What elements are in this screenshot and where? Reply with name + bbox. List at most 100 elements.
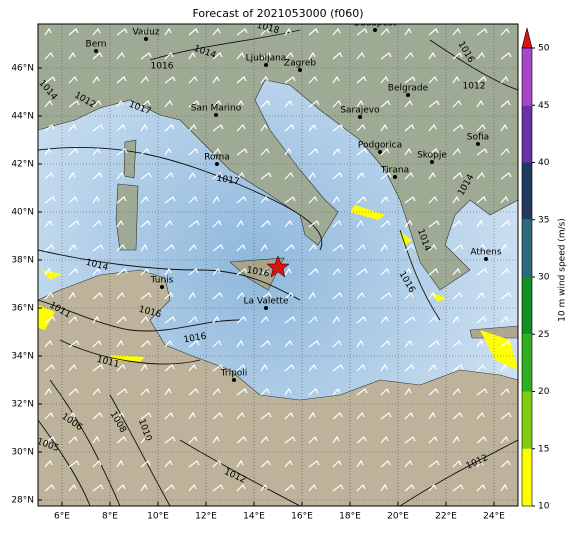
wind-barb <box>428 28 439 36</box>
wind-barb <box>92 75 100 84</box>
colorbar-label: 10 m wind speed (m/s) <box>558 218 568 322</box>
wind-barb <box>68 51 76 60</box>
wind-barb <box>92 172 103 180</box>
wind-barb <box>44 99 53 108</box>
wind-barb <box>44 484 55 492</box>
wind-barb <box>188 483 197 492</box>
wind-barb <box>380 435 389 444</box>
wind-barb <box>188 148 199 156</box>
wind-barb <box>332 387 341 396</box>
x-tick-label: 22°E <box>435 512 457 522</box>
wind-barb <box>140 292 152 300</box>
wind-barb <box>428 460 440 468</box>
wind-barb <box>92 484 104 492</box>
wind-barb <box>188 123 197 132</box>
wind-barb <box>428 220 440 228</box>
wind-barb <box>404 339 413 348</box>
wind-barb <box>284 76 296 84</box>
wind-barb <box>284 411 294 420</box>
wind-barb <box>356 123 366 132</box>
wind-barb <box>332 244 344 252</box>
y-tick-label: 34°N <box>11 352 34 362</box>
wind-barb <box>92 292 103 300</box>
wind-barb <box>212 99 222 108</box>
wind-barb <box>68 148 79 156</box>
wind-barb <box>236 243 246 252</box>
wind-barb <box>308 75 318 84</box>
wind-barb <box>44 51 54 60</box>
wind-barb <box>476 316 487 324</box>
y-tick-label: 32°N <box>11 400 34 410</box>
wind-barb <box>284 244 295 252</box>
wind-barb <box>116 459 124 468</box>
wind-barb <box>212 387 221 396</box>
wind-barb <box>236 459 244 468</box>
axes: 6°E 8°E 10°E 12°E 14°E 16°E 18°E 20°E 22°E 24°E 28… <box>11 64 505 522</box>
wind-barb <box>404 27 412 36</box>
wind-barb <box>428 315 438 324</box>
wind-barb <box>476 51 485 60</box>
city-dot <box>160 285 164 289</box>
wind-barb <box>212 267 221 276</box>
wind-barb <box>284 364 295 372</box>
wind-barb <box>236 436 247 444</box>
wind-barb <box>500 315 509 324</box>
wind-barb <box>332 364 344 372</box>
wind-barb <box>380 412 392 420</box>
wind-barb <box>308 243 317 252</box>
wind-barb <box>212 244 224 252</box>
wind-barb <box>44 124 55 132</box>
wind-barb <box>332 459 342 468</box>
wind-barb <box>356 51 365 60</box>
wind-barb <box>260 292 272 300</box>
wind-barb <box>308 28 319 36</box>
wind-barb <box>68 195 78 204</box>
colorbar-segment <box>522 162 532 220</box>
wind-barb <box>44 196 56 204</box>
wind-barb <box>332 172 343 180</box>
wind-barb <box>452 412 463 420</box>
wind-barb <box>116 123 126 132</box>
wind-barb <box>380 172 392 180</box>
wind-barb <box>188 291 196 300</box>
wind-barb <box>164 459 173 468</box>
wind-barb <box>500 195 509 204</box>
wind-barb <box>92 412 103 420</box>
city-dot <box>484 257 488 261</box>
city-label: La Valette <box>244 297 289 307</box>
wind-barb <box>68 28 79 36</box>
wind-barb <box>116 339 124 348</box>
wind-barb <box>164 76 176 84</box>
wind-barb <box>164 171 174 180</box>
wind-barb <box>212 484 224 492</box>
colorbar-tick-label: 10 <box>538 502 550 512</box>
wind-barb <box>284 267 292 276</box>
wind-barb <box>428 195 438 204</box>
wind-barb <box>116 196 127 204</box>
wind-barb <box>236 196 247 204</box>
wind-barb <box>308 268 319 276</box>
wind-barb <box>212 435 220 444</box>
wind-barb <box>140 195 149 204</box>
wind-barb <box>284 316 296 324</box>
wind-barb <box>332 484 344 492</box>
colorbar-tick-label: 25 <box>538 330 549 340</box>
wind-barb <box>404 219 413 228</box>
y-tick-label: 42°N <box>11 160 34 170</box>
wind-barb <box>308 291 316 300</box>
wind-barb <box>428 75 438 84</box>
wind-barb <box>212 75 220 84</box>
wind-barb <box>236 99 244 108</box>
wind-barb <box>92 27 101 36</box>
wind-barb <box>164 99 173 108</box>
wind-barb <box>404 147 412 156</box>
wind-barb <box>476 148 488 156</box>
wind-barb <box>428 483 437 492</box>
wind-barb <box>212 52 223 60</box>
wind-barb <box>308 148 319 156</box>
wind-barb <box>476 291 485 300</box>
wind-barb <box>44 339 53 348</box>
wind-barb <box>212 412 223 420</box>
x-tick-label: 10°E <box>147 512 169 522</box>
